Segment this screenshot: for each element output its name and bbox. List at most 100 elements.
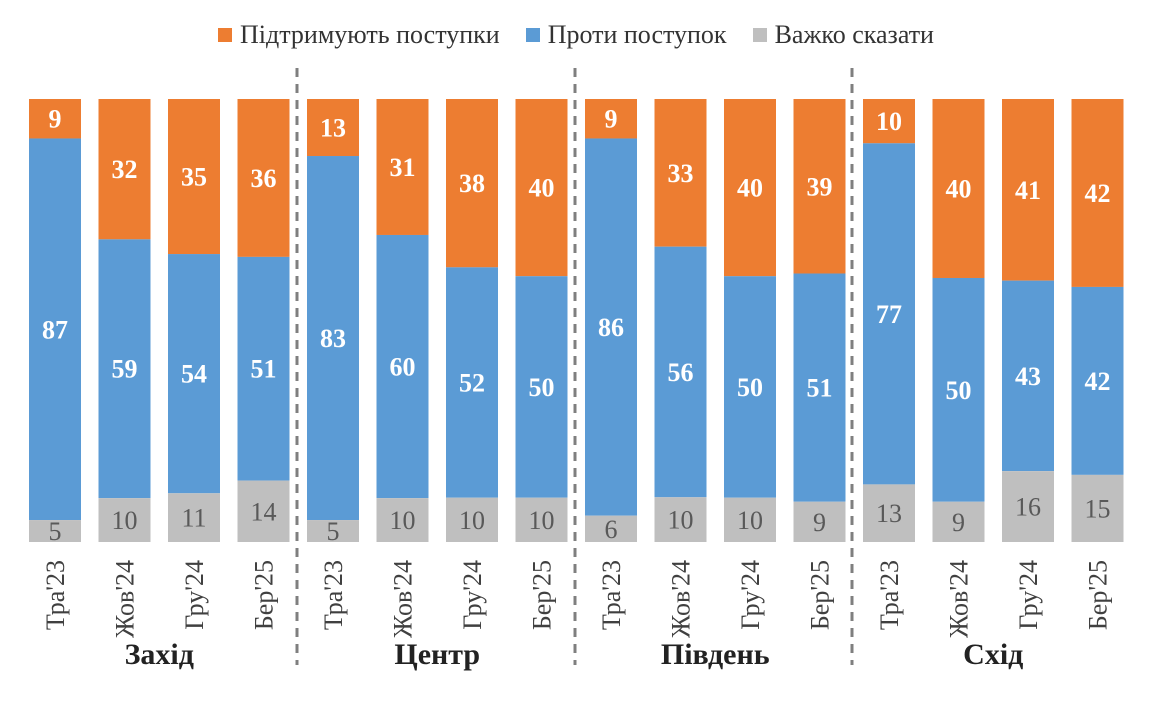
bar-unsure-g2-2 <box>376 498 429 542</box>
data-label-against-g1-4: 51 <box>251 355 277 384</box>
bar-unsure-g2-1 <box>307 520 359 542</box>
data-label-support-g2-2: 31 <box>390 153 416 182</box>
bar-unsure-g2-4 <box>515 497 568 542</box>
bar-support-g3-3 <box>724 99 776 277</box>
bar-support-g4-1 <box>863 99 915 144</box>
data-label-support-g1-3: 35 <box>181 163 207 192</box>
data-label-support-g3-1: 9 <box>605 105 618 134</box>
data-label-unsure-g1-4: 14 <box>251 497 277 526</box>
x-tick-label-g3-3: Гру'24 <box>736 560 765 630</box>
data-label-unsure-g3-2: 10 <box>668 506 694 535</box>
bar-against-g1-4 <box>237 256 290 481</box>
bar-support-g2-2 <box>376 99 429 235</box>
data-label-support-g4-1: 10 <box>876 107 902 136</box>
data-label-unsure-g2-4: 10 <box>529 506 555 535</box>
data-label-unsure-g3-4: 9 <box>813 508 826 537</box>
bar-against-g2-2 <box>376 234 429 499</box>
data-label-unsure-g3-3: 10 <box>737 506 763 535</box>
data-label-support-g4-2: 40 <box>946 174 972 203</box>
x-tick-label-g3-2: Жов'24 <box>667 560 696 638</box>
bar-unsure-g1-3 <box>168 493 220 542</box>
data-label-against-g3-4: 51 <box>807 374 833 403</box>
bar-against-g4-1 <box>863 143 915 485</box>
data-label-unsure-g2-2: 10 <box>390 506 416 535</box>
bar-against-g2-1 <box>307 156 359 521</box>
bar-unsure-g3-1 <box>585 515 637 542</box>
x-tick-label-g1-1: Тра'23 <box>41 560 70 630</box>
legend-label-against: Проти поступок <box>547 20 727 49</box>
data-label-unsure-g2-3: 10 <box>459 506 485 535</box>
bar-unsure-g3-4 <box>793 501 846 542</box>
data-label-against-g1-2: 59 <box>112 355 138 384</box>
x-tick-label-g2-1: Тра'23 <box>319 560 348 630</box>
bar-against-g4-4 <box>1071 286 1124 475</box>
data-label-support-g4-4: 42 <box>1085 179 1111 208</box>
legend-swatch-unsure <box>752 28 767 42</box>
legend-label-support: Підтримують поступки <box>240 20 500 49</box>
data-label-unsure-g4-1: 13 <box>876 499 902 528</box>
data-label-support-g2-4: 40 <box>529 174 555 203</box>
data-label-support-g3-2: 33 <box>668 159 694 188</box>
bar-against-g3-1 <box>585 138 637 516</box>
bar-unsure-g1-1 <box>29 520 81 542</box>
bar-support-g4-2 <box>932 99 985 278</box>
x-tick-label-g3-4: Бер'25 <box>806 560 835 630</box>
bar-support-g1-3 <box>168 99 220 255</box>
data-label-against-g2-3: 52 <box>459 369 485 398</box>
x-tick-label-g1-2: Жов'24 <box>111 560 140 638</box>
group-title-4: Схід <box>963 638 1023 671</box>
bar-unsure-g4-1 <box>863 484 915 542</box>
bar-against-g3-3 <box>724 276 776 498</box>
data-label-against-g4-4: 42 <box>1085 367 1111 396</box>
group-title-3: Південь <box>661 638 770 671</box>
data-label-unsure-g1-3: 11 <box>181 504 206 533</box>
bar-against-g1-3 <box>168 254 220 494</box>
bar-support-g2-4 <box>515 99 568 277</box>
bar-support-g2-1 <box>307 99 359 157</box>
data-label-unsure-g1-1: 5 <box>49 517 62 546</box>
data-label-support-g1-1: 9 <box>49 105 62 134</box>
x-tick-label-g4-3: Гру'24 <box>1014 560 1043 630</box>
data-label-against-g2-2: 60 <box>390 353 416 382</box>
bar-support-g1-1 <box>29 99 81 139</box>
x-tick-label-g4-2: Жов'24 <box>945 560 974 638</box>
data-label-unsure-g2-1: 5 <box>327 517 340 546</box>
bar-unsure-g4-3 <box>1002 471 1054 542</box>
bar-support-g2-3 <box>446 99 498 268</box>
x-tick-label-g2-4: Бер'25 <box>528 560 557 630</box>
x-tick-label-g2-3: Гру'24 <box>458 560 487 630</box>
data-label-support-g1-4: 36 <box>251 164 277 193</box>
legend-swatch-support <box>218 28 233 42</box>
data-label-against-g4-3: 43 <box>1015 362 1041 391</box>
data-label-support-g3-3: 40 <box>737 174 763 203</box>
bar-unsure-g2-3 <box>446 497 498 542</box>
bar-against-g3-2 <box>654 246 707 498</box>
group-title-2: Центр <box>394 638 480 671</box>
legend-label-unsure: Важко сказати <box>774 20 934 49</box>
data-label-against-g4-1: 77 <box>876 300 902 329</box>
bar-against-g4-3 <box>1002 280 1054 472</box>
data-label-against-g2-1: 83 <box>320 324 346 353</box>
data-label-against-g3-3: 50 <box>737 373 763 402</box>
x-tick-label-g2-2: Жов'24 <box>389 560 418 638</box>
bar-unsure-g1-4 <box>237 480 290 542</box>
data-label-unsure-g1-2: 10 <box>112 506 138 535</box>
legend-item-unsure: Важко сказати <box>752 20 934 50</box>
bar-support-g3-1 <box>585 99 637 139</box>
data-label-unsure-g4-4: 15 <box>1085 494 1111 523</box>
group-title-1: Захід <box>125 638 194 671</box>
data-label-against-g3-1: 86 <box>598 313 624 342</box>
bar-support-g3-4 <box>793 99 846 274</box>
legend-item-support: Підтримують поступки <box>218 20 500 50</box>
legend: Підтримують поступки Проти поступок Важк… <box>0 20 1152 50</box>
bar-against-g1-2 <box>98 239 151 499</box>
x-tick-label-g4-1: Тра'23 <box>875 560 904 630</box>
data-label-support-g1-2: 32 <box>112 155 138 184</box>
data-label-unsure-g3-1: 6 <box>605 515 618 544</box>
bar-unsure-g4-4 <box>1071 474 1124 542</box>
bar-against-g4-2 <box>932 277 985 502</box>
data-label-against-g3-2: 56 <box>668 358 694 387</box>
x-tick-label-g1-3: Гру'24 <box>180 560 209 630</box>
bar-against-g2-4 <box>515 276 568 498</box>
